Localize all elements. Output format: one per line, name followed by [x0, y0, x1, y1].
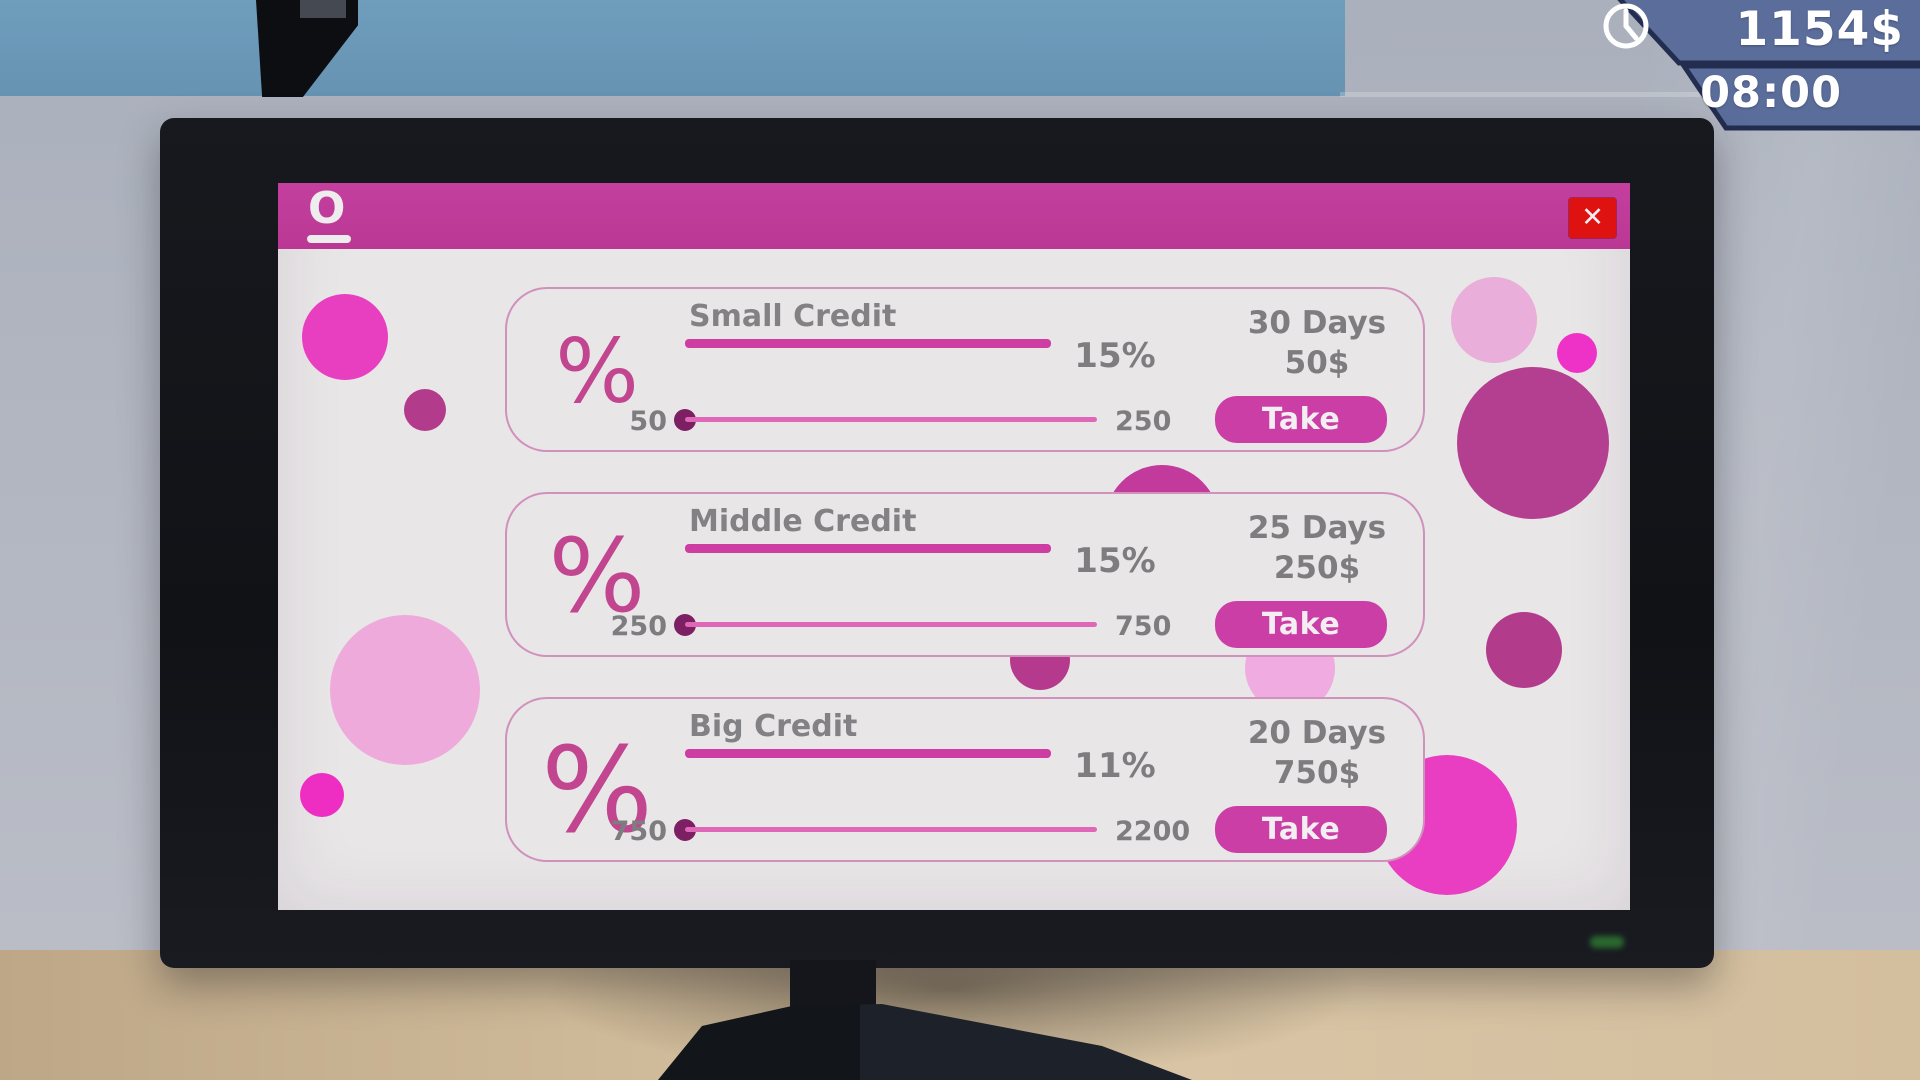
amount-slider-track[interactable]: [685, 827, 1097, 832]
amount-min-label: 50: [629, 406, 667, 437]
card-title: Middle Credit: [689, 504, 917, 539]
background-monitor-cap: [300, 0, 346, 18]
decor-circle: [1451, 277, 1537, 363]
amount-slider-track[interactable]: [685, 622, 1097, 627]
bank-logo-underline: [307, 235, 351, 243]
wall-trim: [1340, 92, 1920, 97]
close-icon: ✕: [1581, 202, 1604, 233]
hud-panels: [1617, 0, 1920, 131]
hud-money-panel: [1617, 0, 1920, 66]
decor-circle: [300, 773, 344, 817]
decor-circle: [404, 389, 446, 431]
amount-slider-track[interactable]: [685, 417, 1097, 422]
credit-card-big: % Big Credit 11% 750 2200 20 Days 750$ T…: [505, 697, 1425, 862]
credit-card-middle: % Middle Credit 15% 250 750 25 Days 250$…: [505, 492, 1425, 657]
loan-amount: 750$: [1273, 755, 1361, 791]
percent-icon: %: [555, 320, 639, 423]
bank-app-screen: O ✕ % Small Credit 15% 50 250 30 Days 50…: [278, 183, 1630, 910]
card-title: Small Credit: [689, 299, 897, 334]
money-value: 1154$: [1735, 2, 1904, 57]
title-underline: [685, 544, 1051, 553]
take-button[interactable]: Take: [1215, 601, 1387, 648]
percent-icon: %: [548, 517, 646, 636]
power-led: [1590, 936, 1624, 948]
amount-min-label: 250: [610, 611, 667, 642]
loan-duration: 20 Days: [1247, 715, 1387, 751]
decor-circle: [1457, 367, 1609, 519]
close-button[interactable]: ✕: [1569, 198, 1616, 238]
amount-min-label: 750: [610, 816, 667, 847]
decor-circle: [1486, 612, 1562, 688]
interest-rate: 15%: [1074, 336, 1156, 376]
amount-max-label: 2200: [1115, 816, 1191, 847]
loan-amount: 250$: [1273, 550, 1361, 586]
time-value: 08:00: [1700, 68, 1842, 118]
interest-rate: 11%: [1074, 746, 1156, 786]
amount-max-label: 750: [1115, 611, 1172, 642]
decor-circle: [330, 615, 480, 765]
interest-rate: 15%: [1074, 541, 1156, 581]
take-button[interactable]: Take: [1215, 396, 1387, 443]
blue-wall-panel: [0, 0, 1345, 96]
credit-card-small: % Small Credit 15% 50 250 30 Days 50$ Ta…: [505, 287, 1425, 452]
hud-time-panel: [1679, 63, 1920, 131]
percent-icon: %: [540, 720, 654, 859]
title-underline: [685, 749, 1051, 758]
card-title: Big Credit: [689, 709, 858, 744]
loan-amount: 50$: [1284, 345, 1350, 381]
bank-logo: O: [308, 183, 346, 234]
hud: 1154$ 08:00: [1600, 0, 1920, 132]
loan-duration: 25 Days: [1247, 510, 1387, 546]
clock-icon: [1603, 3, 1649, 49]
title-underline: [685, 339, 1051, 348]
loan-duration: 30 Days: [1247, 305, 1387, 341]
bank-titlebar: O ✕: [278, 183, 1630, 249]
decor-circle: [1557, 333, 1597, 373]
decor-circle: [302, 294, 388, 380]
amount-max-label: 250: [1115, 406, 1172, 437]
take-button[interactable]: Take: [1215, 806, 1387, 853]
